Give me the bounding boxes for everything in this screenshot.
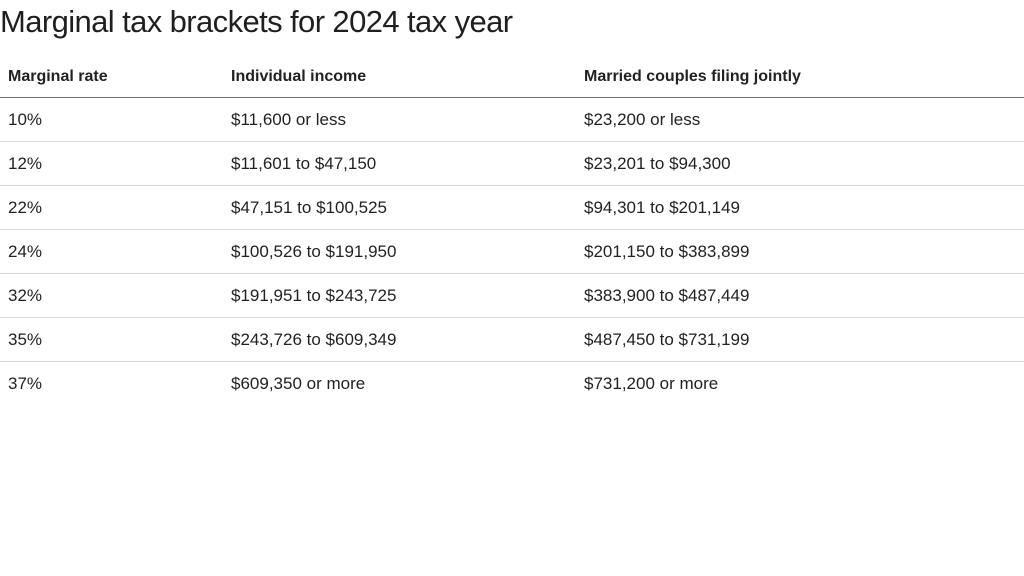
cell-individual-income: $11,601 to $47,150: [230, 141, 583, 186]
cell-marginal-rate: 24%: [0, 229, 230, 274]
column-header-marginal-rate: Marginal rate: [0, 56, 230, 98]
column-header-married-joint: Married couples filing jointly: [583, 56, 1024, 98]
cell-marginal-rate: 35%: [0, 317, 230, 362]
cell-married-joint: $23,200 or less: [583, 97, 1024, 142]
cell-individual-income: $243,726 to $609,349: [230, 317, 583, 362]
column-header-individual-income: Individual income: [230, 56, 583, 98]
table-header-row: Marginal rate Individual income Married …: [0, 56, 1024, 98]
cell-married-joint: $94,301 to $201,149: [583, 185, 1024, 230]
cell-marginal-rate: 32%: [0, 273, 230, 318]
table-row: 37% $609,350 or more $731,200 or more: [0, 362, 1024, 406]
table-row: 10% $11,600 or less $23,200 or less: [0, 97, 1024, 142]
cell-individual-income: $47,151 to $100,525: [230, 185, 583, 230]
cell-individual-income: $11,600 or less: [230, 97, 583, 142]
cell-married-joint: $383,900 to $487,449: [583, 273, 1024, 318]
cell-married-joint: $487,450 to $731,199: [583, 317, 1024, 362]
chart-title: Marginal tax brackets for 2024 tax year: [0, 4, 513, 39]
table-row: 12% $11,601 to $47,150 $23,201 to $94,30…: [0, 141, 1024, 186]
cell-married-joint: $23,201 to $94,300: [583, 141, 1024, 186]
cell-individual-income: $100,526 to $191,950: [230, 229, 583, 274]
cell-marginal-rate: 37%: [8, 373, 43, 393]
cell-marginal-rate: 22%: [0, 185, 230, 230]
tax-brackets-table: Marginal rate Individual income Married …: [0, 56, 1024, 405]
table-row: 35% $243,726 to $609,349 $487,450 to $73…: [0, 317, 1024, 362]
cell-married-joint: $731,200 or more: [584, 373, 719, 393]
cell-individual-income: $191,951 to $243,725: [230, 273, 583, 318]
table-row: 22% $47,151 to $100,525 $94,301 to $201,…: [0, 185, 1024, 230]
cell-marginal-rate: 12%: [0, 141, 230, 186]
cell-marginal-rate: 10%: [0, 97, 230, 142]
table-row: 24% $100,526 to $191,950 $201,150 to $38…: [0, 229, 1024, 274]
cell-individual-income: $609,350 or more: [231, 373, 366, 393]
table-row: 32% $191,951 to $243,725 $383,900 to $48…: [0, 273, 1024, 318]
cell-married-joint: $201,150 to $383,899: [583, 229, 1024, 274]
